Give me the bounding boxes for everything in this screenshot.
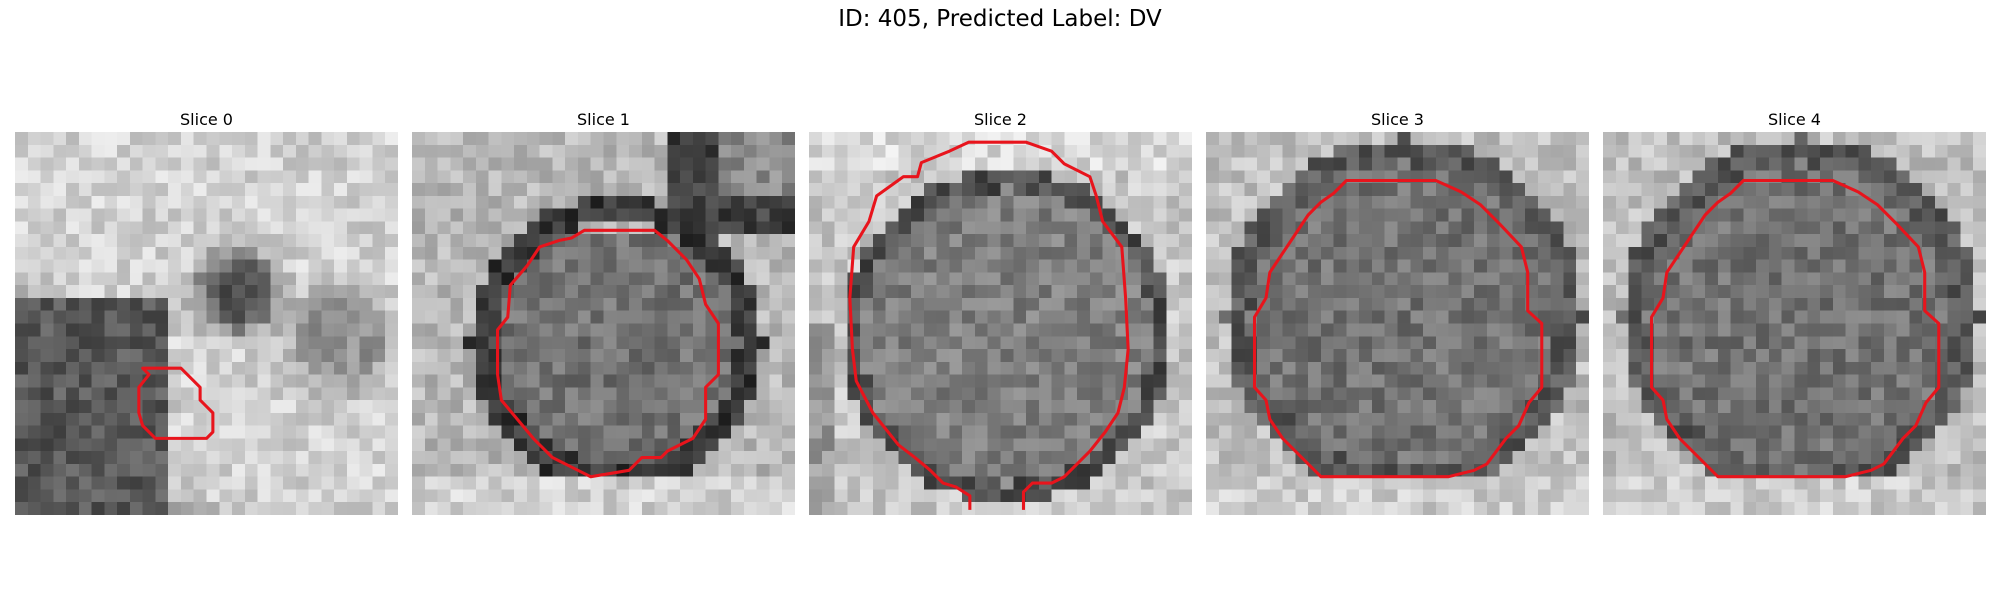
segmentation-contour-2-0 (848, 140, 1130, 510)
segmentation-contour-2-1 (913, 456, 972, 510)
contour-overlay-2 (848, 140, 1130, 510)
slice-title-1: Slice 1 (577, 110, 630, 129)
slice-panel-0: Slice 0 (15, 108, 398, 515)
slice-pixels-3 (1206, 132, 1589, 515)
slice-panel-3: Slice 3 (1206, 108, 1589, 515)
slice-panel-2: Slice 2 (809, 108, 1192, 515)
segmentation-contour-1-0 (496, 228, 720, 479)
slice-image-1 (412, 132, 795, 515)
figure-title: ID: 405, Predicted Label: DV (838, 6, 1162, 32)
slice-image-0 (15, 132, 398, 515)
slice-title-3: Slice 3 (1371, 110, 1424, 129)
slice-image-4 (1603, 132, 1986, 515)
slice-pixels-4 (1603, 132, 1986, 515)
slice-pixels-1 (412, 132, 795, 515)
slice-title-0: Slice 0 (180, 110, 233, 129)
slice-title-2: Slice 2 (974, 110, 1027, 129)
slice-image-2 (809, 132, 1192, 515)
contour-overlay-1 (496, 228, 720, 479)
slice-panel-1: Slice 1 (412, 108, 795, 515)
contour-overlay-0 (137, 366, 215, 440)
contour-overlay-4 (1649, 178, 1941, 479)
contour-overlay-3 (1252, 178, 1544, 479)
slice-pixels-0 (15, 132, 398, 515)
segmentation-contour-0-0 (137, 366, 215, 440)
slice-title-4: Slice 4 (1768, 110, 1821, 129)
slice-panel-4: Slice 4 (1603, 108, 1986, 515)
segmentation-contour-3-0 (1252, 178, 1544, 479)
segmentation-contour-4-0 (1649, 178, 1941, 479)
slice-image-3 (1206, 132, 1589, 515)
